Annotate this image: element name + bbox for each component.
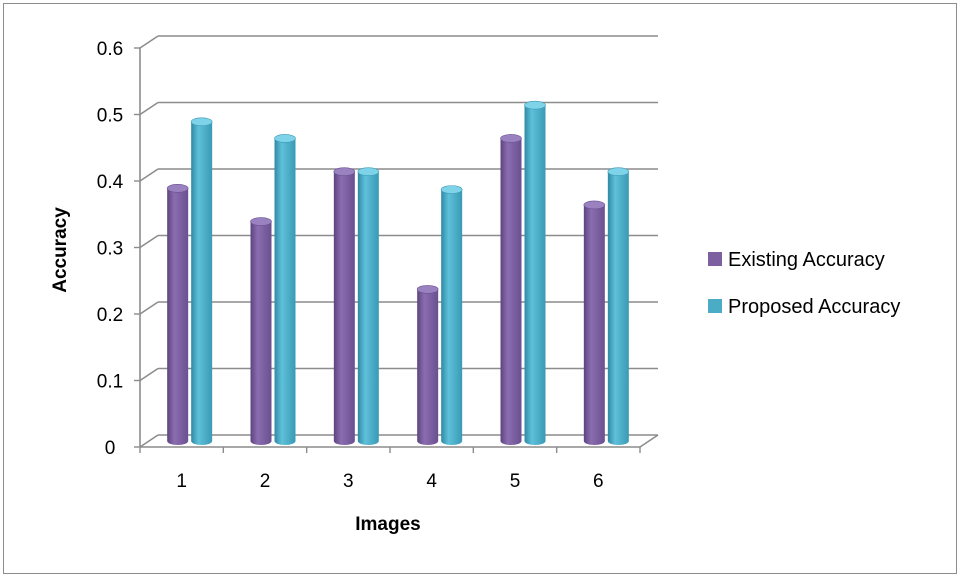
x-tick-label: 2 (260, 471, 271, 492)
bar (333, 167, 356, 446)
bar-top (524, 100, 546, 110)
x-tick-label: 1 (176, 471, 187, 492)
bar-top (416, 285, 439, 294)
y-tick-label: 0.4 (97, 172, 124, 193)
x-tick-label: 6 (593, 471, 604, 492)
x-axis-tick-labels: 1 2 3 4 5 6 (176, 471, 603, 492)
bar (500, 134, 522, 446)
bar-body (441, 189, 463, 445)
gridline-depth (139, 367, 159, 382)
gridline-depth (139, 434, 159, 448)
bars (166, 100, 630, 446)
x-tick-label: 5 (510, 471, 521, 492)
x-tick-label: 3 (343, 471, 354, 492)
gridlines (134, 35, 659, 453)
y-tick-label: 0.2 (97, 305, 123, 326)
bar-top (607, 167, 630, 176)
bar (440, 185, 463, 445)
bar-top (190, 117, 213, 127)
bar (166, 184, 189, 445)
bar-top (583, 200, 606, 210)
bar (250, 217, 272, 445)
y-tick-label: 0.1 (97, 372, 123, 393)
bar-top (357, 167, 380, 176)
bar (607, 167, 630, 446)
gridline-depth (139, 35, 159, 49)
bar-top (333, 167, 356, 176)
y-tick-label: 0.6 (97, 39, 123, 60)
legend-label: Existing Accuracy (728, 249, 885, 271)
floor-edge (639, 434, 659, 448)
gridline-depth (139, 234, 159, 249)
bar-body (500, 138, 522, 446)
bar-top (274, 134, 296, 143)
bar-body (274, 138, 296, 446)
bar (274, 134, 296, 446)
bar-body (583, 204, 605, 445)
bar-body (250, 221, 272, 445)
y-tick-label: 0.3 (97, 239, 123, 260)
gridline-depth (139, 101, 159, 116)
gridline-depth (139, 168, 159, 182)
bar-top (440, 185, 463, 194)
bar (583, 200, 606, 445)
legend: Existing Accuracy Proposed Accuracy (708, 249, 900, 318)
legend-swatch (708, 252, 722, 266)
bar-body (191, 121, 213, 446)
x-tick-label: 4 (426, 471, 437, 492)
bar (416, 285, 439, 445)
legend-swatch (708, 299, 722, 313)
x-axis-title: Images (355, 514, 420, 535)
bar-body (607, 171, 629, 446)
y-tick-label: 0.5 (97, 106, 123, 127)
legend-label: Proposed Accuracy (728, 296, 900, 318)
bar (190, 117, 213, 446)
y-axis-tick-labels: 0 0.1 0.2 0.3 0.4 0.5 0.6 (97, 39, 124, 459)
bar-body (333, 171, 355, 446)
bar-top (166, 184, 189, 193)
bar-body (167, 188, 189, 445)
bar (357, 167, 380, 446)
bar-body (417, 289, 439, 445)
bar-body (524, 105, 546, 446)
bar-top (250, 217, 272, 226)
bar-top (500, 134, 522, 143)
y-axis-title: Accuracy (50, 207, 71, 293)
bar-body (357, 171, 379, 446)
y-tick-label: 0 (105, 438, 116, 459)
bar (524, 100, 546, 446)
gridline-depth (139, 301, 159, 315)
chart-frame (3, 3, 957, 574)
